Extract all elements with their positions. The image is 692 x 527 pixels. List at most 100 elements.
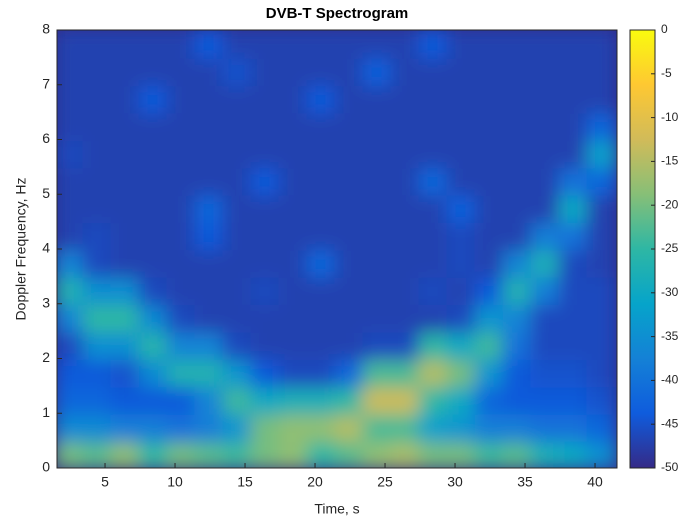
- heat-cell: [558, 110, 590, 141]
- heat-cell: [446, 192, 478, 223]
- heat-cell: [82, 329, 114, 360]
- heat-cell: [110, 384, 142, 415]
- heat-cell: [446, 220, 478, 251]
- heat-cell: [362, 275, 394, 306]
- heat-cell: [306, 56, 338, 87]
- heat-cell: [278, 384, 310, 415]
- heat-cell: [362, 302, 394, 333]
- heat-cell: [362, 220, 394, 251]
- heat-cell: [418, 165, 450, 196]
- heat-cell: [418, 439, 450, 468]
- heat-cell: [586, 192, 617, 223]
- heat-cell: [530, 138, 562, 169]
- heat-cell: [166, 192, 198, 223]
- heat-cell: [334, 439, 366, 468]
- heat-cell: [250, 30, 282, 59]
- heat-cell: [474, 357, 506, 388]
- heat-cell: [390, 357, 422, 388]
- heat-cell: [446, 329, 478, 360]
- heat-cell: [502, 411, 534, 442]
- heat-cell: [194, 439, 226, 468]
- heat-cell: [222, 110, 254, 141]
- heat-cell: [418, 247, 450, 278]
- heat-cell: [82, 56, 114, 87]
- heat-cell: [418, 411, 450, 442]
- heat-cell: [502, 220, 534, 251]
- heat-cell: [250, 384, 282, 415]
- colorbar-tick-label: -30: [661, 285, 679, 299]
- heat-cell: [110, 357, 142, 388]
- x-axis-label: Time, s: [314, 501, 359, 517]
- heat-cell: [418, 384, 450, 415]
- heat-cell: [138, 110, 170, 141]
- heat-cell: [586, 110, 617, 141]
- x-tick-label: 25: [377, 474, 393, 490]
- heat-cell: [558, 56, 590, 87]
- heat-cell: [586, 247, 617, 278]
- heat-cell: [194, 411, 226, 442]
- heat-cell: [110, 30, 142, 59]
- heat-cell: [278, 357, 310, 388]
- heat-cell: [418, 302, 450, 333]
- heat-cell: [474, 83, 506, 114]
- heat-cell: [530, 357, 562, 388]
- heat-cell: [586, 30, 617, 59]
- heat-cell: [306, 165, 338, 196]
- heat-cell: [250, 357, 282, 388]
- heat-cell: [194, 302, 226, 333]
- heat-cell: [82, 30, 114, 59]
- heat-cell: [138, 83, 170, 114]
- colorbar-tick-label: -40: [661, 373, 679, 387]
- heat-cell: [250, 247, 282, 278]
- heat-cell: [586, 56, 617, 87]
- heat-cell: [166, 247, 198, 278]
- heat-cell: [110, 138, 142, 169]
- heat-cell: [222, 30, 254, 59]
- heat-cell: [502, 302, 534, 333]
- heat-cell: [82, 192, 114, 223]
- heat-cell: [138, 329, 170, 360]
- heat-cell: [166, 384, 198, 415]
- heat-cell: [586, 83, 617, 114]
- x-tick-label: 10: [167, 474, 183, 490]
- heat-cell: [57, 357, 86, 388]
- heat-cell: [138, 165, 170, 196]
- heat-cell: [558, 302, 590, 333]
- heat-cell: [57, 138, 86, 169]
- heat-cell: [418, 30, 450, 59]
- heat-cell: [418, 110, 450, 141]
- heat-cell: [194, 384, 226, 415]
- x-tick-label: 20: [307, 474, 323, 490]
- heat-cell: [558, 138, 590, 169]
- heat-cell: [446, 110, 478, 141]
- heat-cell: [474, 411, 506, 442]
- heat-cell: [57, 411, 86, 442]
- heat-cell: [306, 439, 338, 468]
- heat-cell: [530, 411, 562, 442]
- heat-cell: [334, 357, 366, 388]
- heat-cell: [250, 138, 282, 169]
- colorbar: [629, 29, 656, 469]
- heat-cell: [250, 439, 282, 468]
- heat-cell: [390, 302, 422, 333]
- heat-cell: [57, 439, 86, 468]
- heat-cell: [166, 302, 198, 333]
- heat-cell: [530, 384, 562, 415]
- colorbar-tick-label: 0: [661, 22, 668, 36]
- heat-cell: [558, 411, 590, 442]
- heat-cell: [306, 357, 338, 388]
- heat-cell: [586, 138, 617, 169]
- heat-cell: [250, 275, 282, 306]
- heat-cell: [474, 165, 506, 196]
- heat-cell: [586, 220, 617, 251]
- heat-cell: [362, 439, 394, 468]
- heat-cell: [138, 357, 170, 388]
- heat-cell: [110, 302, 142, 333]
- heat-cell: [390, 384, 422, 415]
- heat-cell: [418, 83, 450, 114]
- heat-cell: [250, 83, 282, 114]
- heat-cell: [418, 56, 450, 87]
- heat-cell: [306, 83, 338, 114]
- heat-cell: [278, 220, 310, 251]
- heat-cell: [278, 275, 310, 306]
